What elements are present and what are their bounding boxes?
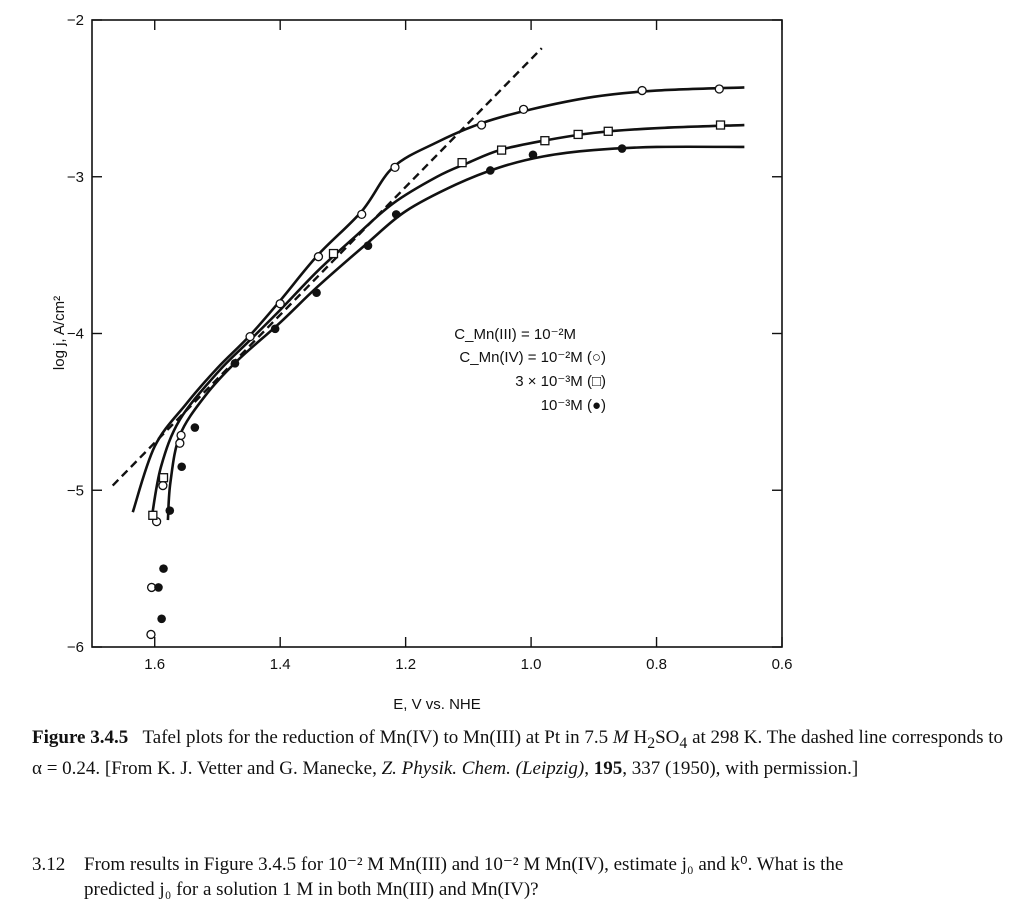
problem-3-12: 3.12 From results in Figure 3.4.5 for 10⁻… <box>32 852 1022 902</box>
data-point-open-circle <box>357 209 367 220</box>
caption-text: , <box>584 757 594 779</box>
data-point-filled-circle <box>528 150 538 160</box>
caption-sub: 2 <box>647 734 656 752</box>
caption-text: at 298 K. The dashed line corresponds to… <box>32 727 1004 779</box>
legend-line-3: 3 × 10⁻³M (□) <box>515 373 606 390</box>
data-point-open-circle <box>176 430 186 441</box>
data-point-open-circle <box>390 162 400 172</box>
y-tick-label: −2 <box>67 12 84 29</box>
caption-text: , 337 (1950), with permission.] <box>622 757 859 779</box>
plot-frame <box>91 19 783 648</box>
data-point-open-circle <box>158 480 168 491</box>
data-point-square <box>328 248 339 259</box>
data-point-square <box>496 145 507 155</box>
data-point-filled-circle <box>363 241 373 251</box>
problem-line-1: From results in Figure 3.4.5 for 10⁻² M … <box>84 854 844 875</box>
x-axis-label: E, V vs. NHE <box>393 696 481 713</box>
data-point-filled-circle <box>312 288 321 298</box>
caption-volume: 195 <box>593 757 623 779</box>
y-tick-label: −5 <box>67 482 84 499</box>
data-point-open-circle <box>476 120 487 130</box>
caption-molar: M <box>612 727 629 748</box>
data-point-open-circle <box>637 85 647 96</box>
data-point-square <box>573 129 583 140</box>
data-point-filled-circle <box>157 614 166 624</box>
data-point-filled-circle <box>159 564 168 573</box>
x-tick-label: 1.2 <box>395 656 416 673</box>
caption-text: Tafel plots for the reduction of Mn(IV) … <box>142 727 613 748</box>
data-point-open-circle <box>714 84 724 94</box>
data-point-filled-circle <box>391 210 401 219</box>
fit-curve-open-circle <box>131 86 745 513</box>
caption-text: SO <box>655 727 680 748</box>
caption-sub: 4 <box>679 734 688 752</box>
data-point-open-circle <box>146 629 156 640</box>
y-tick-label: −6 <box>67 639 84 656</box>
data-point-filled-circle <box>230 358 240 368</box>
legend: C_Mn(III) = 10⁻²M C_Mn(IV) = 10⁻²M (○) 3… <box>454 326 606 414</box>
data-point-square <box>715 120 726 130</box>
data-point-square <box>158 473 169 483</box>
dashed-tafel-line <box>111 47 543 487</box>
figure-caption: Figure 3.4.5 Tafel plots for the reducti… <box>32 725 1007 781</box>
data-point-filled-circle <box>165 506 175 515</box>
data-point-open-circle <box>518 104 529 114</box>
data-point-open-circle <box>313 252 324 262</box>
data-point-filled-circle <box>486 166 495 175</box>
data-point-square <box>148 510 158 520</box>
legend-line-1: C_Mn(III) = 10⁻²M <box>454 326 576 343</box>
data-point-square <box>540 136 550 146</box>
caption-journal: Z. Physik. Chem. (Leipzig) <box>381 757 585 779</box>
y-tick-label: −4 <box>67 326 84 343</box>
figure-label: Figure 3.4.5 <box>32 727 129 748</box>
data-point-square <box>457 157 467 168</box>
x-tick-label: 1.4 <box>270 656 291 673</box>
fit-curve-open-square <box>150 123 745 519</box>
x-tick-label: 1.0 <box>521 656 542 673</box>
data-point-filled-circle <box>617 144 627 153</box>
x-tick-label: 1.6 <box>144 656 165 673</box>
x-tick-label: 0.8 <box>646 656 667 673</box>
legend-line-2: C_Mn(IV) = 10⁻²M (○) <box>459 349 606 366</box>
data-point-open-circle <box>245 331 255 342</box>
data-point-filled-circle <box>154 583 163 592</box>
problem-number: 3.12 <box>32 854 66 875</box>
caption-text: H <box>628 727 648 748</box>
data-point-open-circle <box>175 438 185 448</box>
data-point-filled-circle <box>270 324 280 334</box>
tafel-plot: 1.6 1.4 1.2 1.0 0.8 0.6 −2 −3 −4 −5 −6 log j, A/cm… <box>51 12 793 713</box>
data-point-open-circle <box>275 299 285 309</box>
legend-line-4: 10⁻³M (●) <box>541 397 606 414</box>
problem-line-2: predicted j₀ for a solution 1 M in both … <box>84 879 539 900</box>
y-tick-label: −3 <box>67 169 84 186</box>
y-axis-label: log j, A/cm² <box>51 296 68 370</box>
data-point-filled-circle <box>190 423 200 432</box>
x-tick-label: 0.6 <box>772 656 793 673</box>
data-point-square <box>603 126 613 136</box>
data-point-filled-circle <box>177 462 186 472</box>
